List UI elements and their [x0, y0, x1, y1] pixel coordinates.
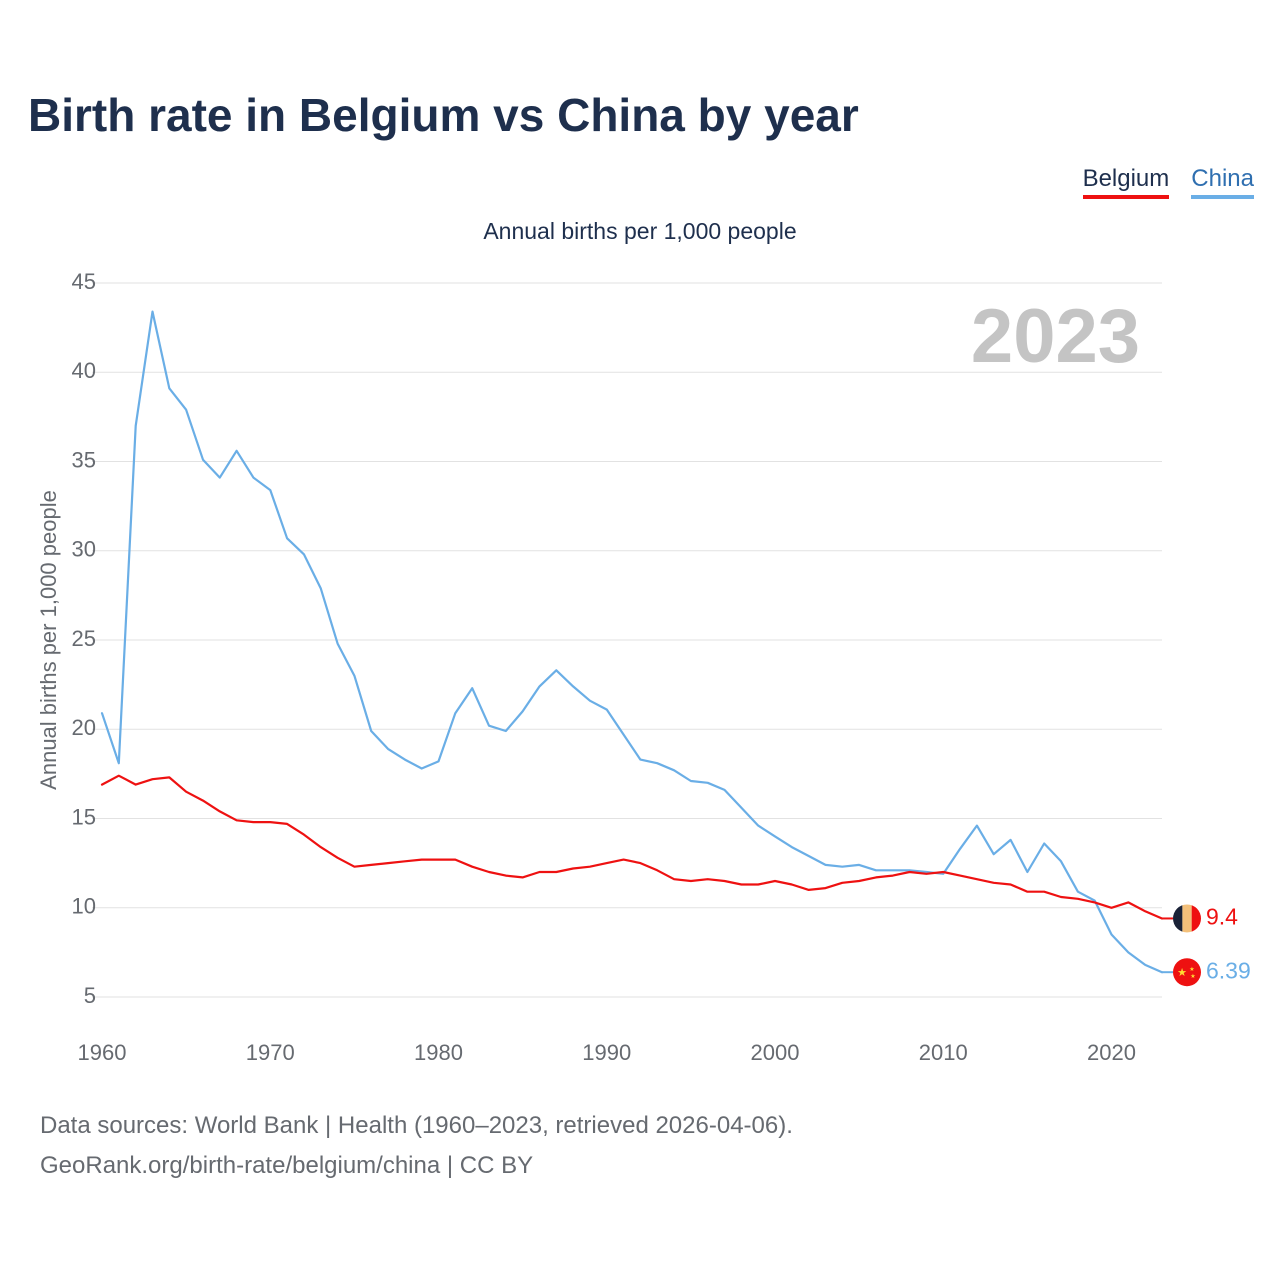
y-axis-label: Annual births per 1,000 people [36, 490, 61, 790]
y-tick-label: 5 [84, 983, 96, 1008]
china-flag-icon: ★ ★★ [1173, 958, 1201, 987]
y-tick-label: 45 [72, 269, 96, 294]
x-tick-label: 1960 [78, 1040, 127, 1065]
y-tick-label: 15 [72, 804, 96, 829]
series-line-belgium [100, 774, 1164, 920]
legend-item-china[interactable]: China [1191, 165, 1254, 199]
y-tick-label: 40 [72, 358, 96, 383]
source-link[interactable]: GeoRank.org/birth-rate/belgium/china | C… [40, 1152, 534, 1179]
y-tick-label: 30 [72, 537, 96, 562]
x-tick-label: 1980 [414, 1040, 463, 1065]
series-line-china [100, 310, 1164, 974]
chart-subtitle: Annual births per 1,000 people [483, 218, 797, 244]
end-value-label-china: 6.39 [1206, 957, 1251, 983]
x-axis-ticks: 1960 1970 1980 1990 2000 2010 2020 [78, 1040, 1136, 1065]
end-markers: 9.4★ ★★ 6.39 [1162, 904, 1251, 987]
x-tick-label: 1990 [582, 1040, 631, 1065]
gridlines [92, 282, 1162, 998]
year-marker: 2023 [971, 294, 1140, 379]
legend: Belgium China [1082, 165, 1254, 199]
y-tick-label: 35 [72, 447, 96, 472]
line-chart: 5 10 15 20 25 30 35 40 45 1960 1970 1980 1990 2000 20… [36, 269, 1251, 1065]
y-axis-ticks: 5 10 15 20 25 30 35 40 45 [72, 269, 96, 1008]
series-lines [100, 310, 1164, 974]
y-tick-label: 25 [72, 626, 96, 651]
y-tick-label: 10 [72, 894, 96, 919]
x-tick-label: 2010 [919, 1040, 968, 1065]
x-tick-label: 2020 [1087, 1040, 1136, 1065]
footer: Data sources: World Bank | Health (1960–… [40, 1106, 793, 1186]
x-tick-label: 2000 [751, 1040, 800, 1065]
end-value-label-belgium: 9.4 [1206, 904, 1238, 930]
data-source-note: Data sources: World Bank | Health (1960–… [40, 1112, 793, 1139]
svg-text:★: ★ [1189, 966, 1194, 973]
svg-text:★: ★ [1177, 967, 1187, 979]
legend-item-belgium[interactable]: Belgium [1082, 165, 1170, 199]
chart-title: Birth rate in Belgium vs China by year [28, 89, 859, 141]
belgium-flag-icon [1173, 904, 1201, 933]
svg-text:★: ★ [1190, 973, 1195, 980]
x-tick-label: 1970 [246, 1040, 295, 1065]
y-tick-label: 20 [72, 715, 96, 740]
